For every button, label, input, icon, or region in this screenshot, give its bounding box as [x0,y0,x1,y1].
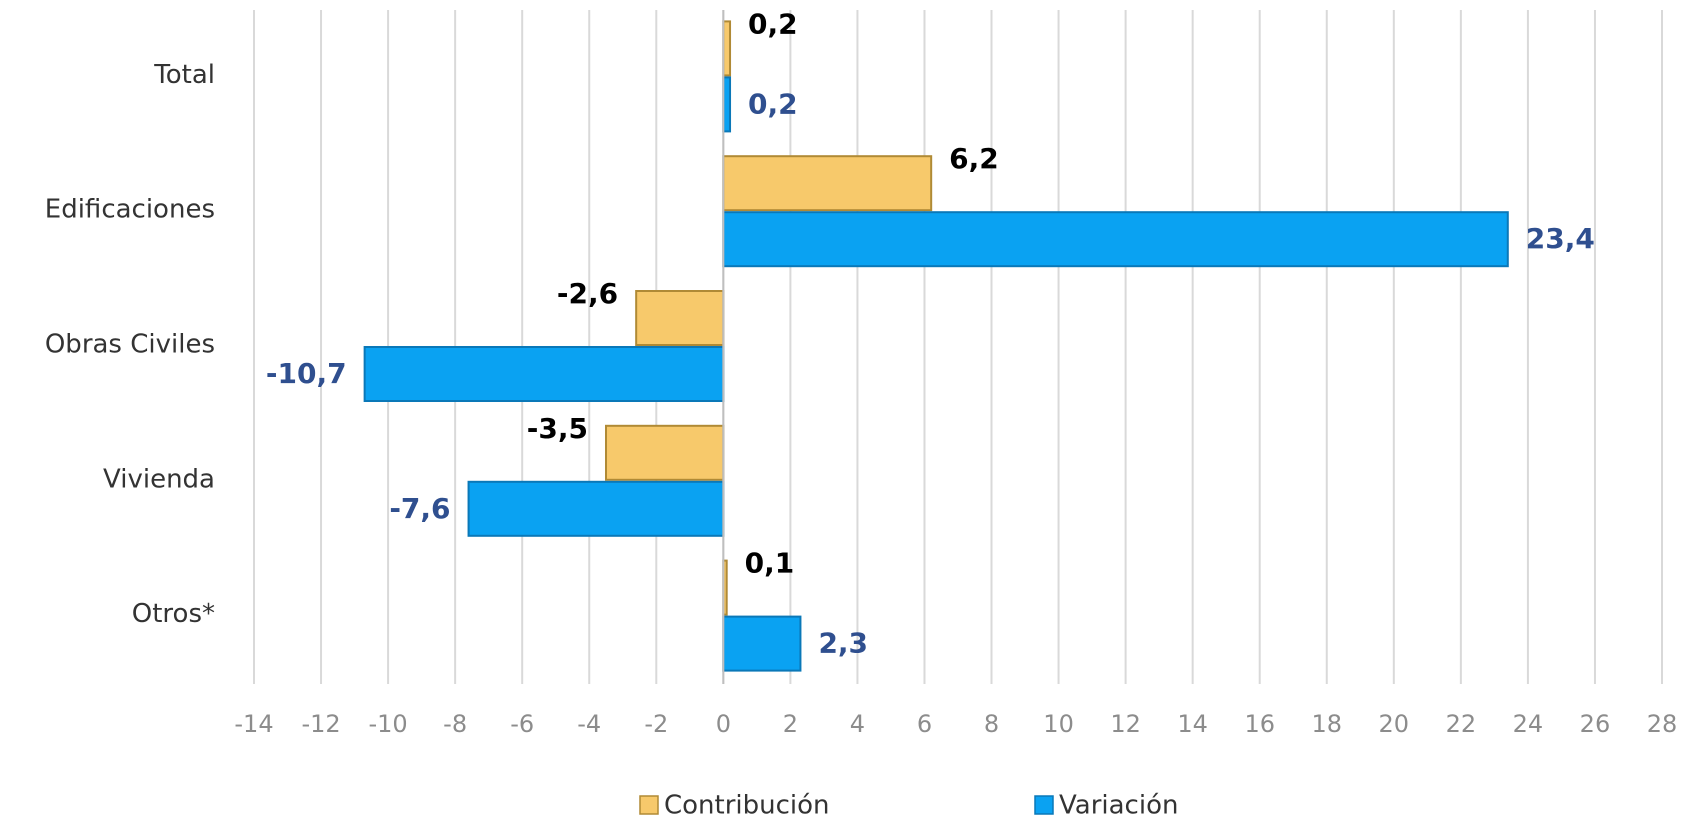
x-tick-label: 10 [1043,710,1074,738]
x-tick-label: -10 [368,710,407,738]
x-tick-label: 4 [850,710,865,738]
x-tick-label: 12 [1110,710,1141,738]
data-label: 6,2 [949,142,999,175]
x-tick-label: 26 [1580,710,1611,738]
bar [363,346,725,402]
data-label: 0,1 [745,547,795,580]
category-label: Edificaciones [45,195,215,225]
x-tick-label: -14 [234,710,273,738]
bar [722,211,1509,268]
x-tick-label: 14 [1177,710,1208,738]
bar [467,480,725,537]
data-label: -10,7 [266,357,347,390]
data-label: 23,4 [1526,222,1595,255]
bar [722,76,732,133]
x-tick-label: 18 [1311,710,1342,738]
x-tick-label: 16 [1244,710,1275,738]
data-label: -7,6 [389,492,450,525]
data-label: 2,3 [818,627,868,660]
bar [635,290,725,346]
x-tick-label: 28 [1647,710,1678,738]
data-label: 0,2 [748,87,798,120]
x-tick-label: 2 [783,710,798,738]
x-tick-label: -2 [644,710,668,738]
legend-label: Contribución [664,791,830,816]
bar [605,424,725,481]
category-label: Obras Civiles [45,330,215,360]
x-tick-label: -8 [443,710,467,738]
legend-swatch [639,795,659,815]
x-tick-label: 8 [984,710,999,738]
x-tick-label: -12 [301,710,340,738]
category-label: Total [153,60,215,90]
x-tick-label: 0 [716,710,731,738]
data-label: -2,6 [557,277,618,310]
bar [722,615,802,672]
x-tick-label: 22 [1446,710,1477,738]
x-tick-label: -4 [577,710,601,738]
legend-swatch [1034,795,1054,815]
legend-label: Variación [1059,791,1178,816]
x-tick-label: 24 [1513,710,1544,738]
bar [722,20,732,77]
x-tick-label: 6 [917,710,932,738]
x-tick-label: -6 [510,710,534,738]
bar [722,155,933,212]
x-tick-label: 20 [1379,710,1410,738]
data-label: -3,5 [527,412,588,445]
data-label: 0,2 [748,7,798,40]
category-label: Otros* [132,599,215,629]
category-label: Vivienda [103,464,215,494]
